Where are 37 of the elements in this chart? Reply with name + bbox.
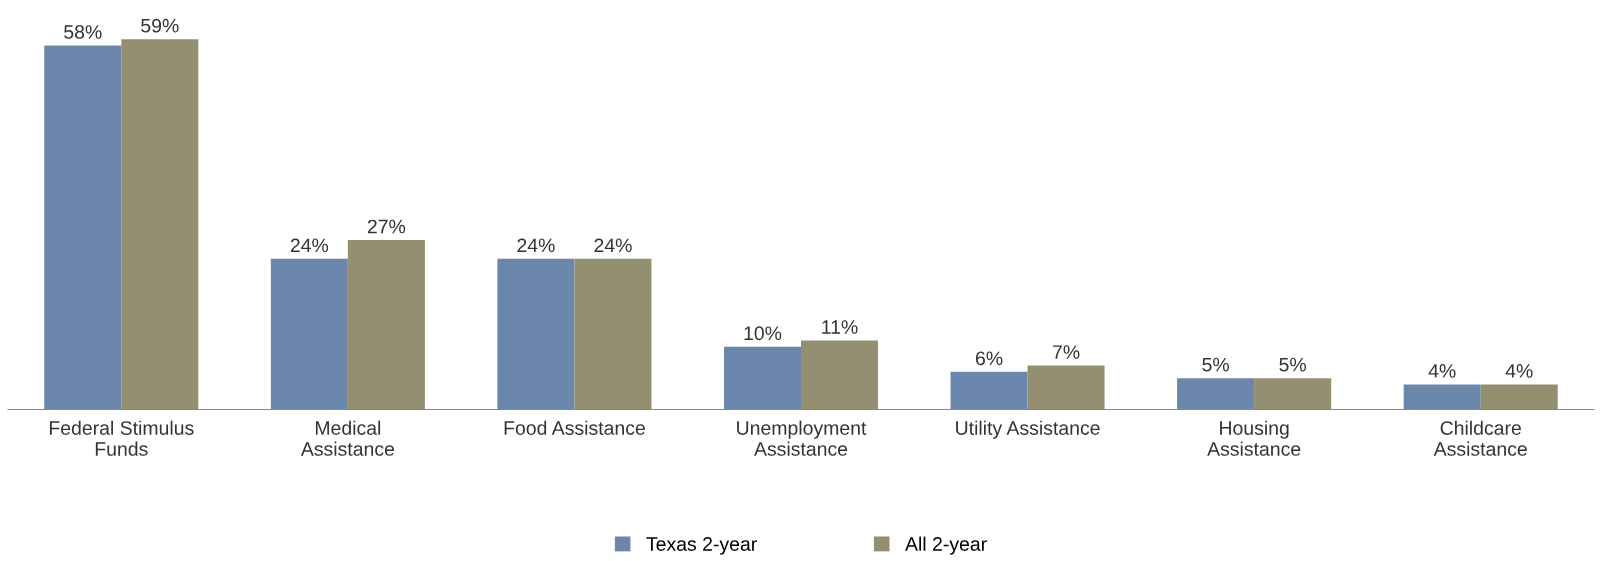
bar — [950, 371, 1028, 410]
data-label: 24% — [290, 238, 329, 253]
data-label: 10% — [744, 326, 782, 341]
data-label: 4% — [1505, 364, 1533, 378]
data-label: 7% — [1053, 345, 1080, 359]
bar — [1027, 365, 1105, 410]
bar — [723, 346, 801, 410]
bar — [1254, 378, 1332, 410]
legend-label: Texas 2-year — [646, 537, 757, 555]
data-label: 27% — [367, 219, 406, 234]
bar — [44, 45, 122, 410]
bar — [1177, 378, 1255, 410]
bar — [574, 258, 652, 410]
data-label: 5% — [1202, 357, 1229, 372]
bar — [270, 258, 348, 410]
data-label: 24% — [594, 238, 632, 253]
x-tick-label: Medical Assistance — [300, 420, 395, 456]
data-label: 5% — [1279, 357, 1307, 372]
bar — [121, 39, 199, 410]
x-tick-label: Childcare Assistance — [1433, 420, 1527, 456]
x-tick-label: Food Assistance — [504, 420, 645, 435]
data-label: 58% — [64, 25, 102, 39]
data-label: 24% — [517, 238, 555, 253]
data-label: 11% — [822, 320, 858, 334]
data-label: 4% — [1428, 364, 1456, 378]
data-label: 6% — [975, 351, 1003, 366]
bar — [801, 340, 879, 410]
x-tick-label: Unemployment Assistance — [737, 420, 867, 456]
data-label: 59% — [141, 18, 179, 33]
x-tick-label: Federal Stimulus Funds — [49, 420, 194, 456]
bar — [497, 258, 575, 410]
bar — [1403, 384, 1481, 410]
bar — [1480, 384, 1558, 410]
x-tick-label: Utility Assistance — [956, 420, 1100, 439]
x-tick-label: Housing Assistance — [1207, 420, 1301, 456]
legend-label: All 2-year — [905, 536, 987, 555]
bar — [347, 240, 425, 410]
